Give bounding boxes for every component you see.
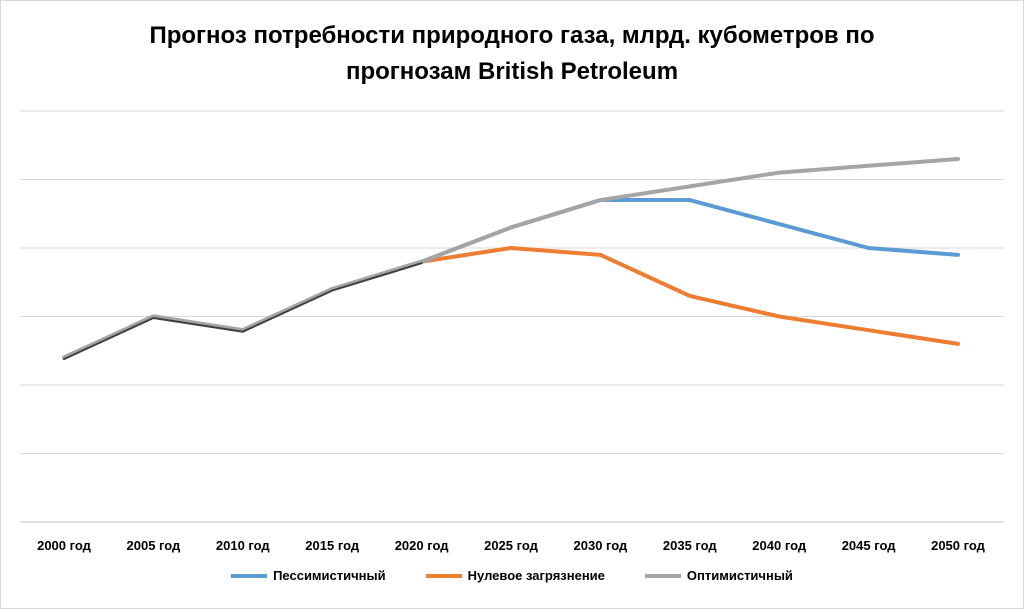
- chart-title-line-1: Прогноз потребности природного газа, млр…: [149, 22, 875, 49]
- legend-label-pessimistic: Пессимистичный: [273, 568, 386, 583]
- x-tick-label: 2010 год: [216, 538, 271, 553]
- x-tick-label: 2000 год: [37, 538, 92, 553]
- legend-swatch-pessimistic: [231, 573, 268, 578]
- legend-label-zero-pollution: Нулевое загрязнение: [467, 568, 605, 583]
- legend-item-zero-pollution[interactable]: Нулевое загрязнение: [425, 568, 605, 583]
- x-tick-label: 2035 год: [663, 538, 718, 553]
- legend-item-pessimistic[interactable]: Пессимистичный: [231, 568, 386, 583]
- legend-label-optimistic: Оптимистичный: [686, 568, 793, 583]
- series-line-pessimistic[interactable]: [62, 198, 960, 360]
- x-tick-label: 2030 год: [574, 538, 629, 553]
- legend-swatch-optimistic: [644, 573, 681, 578]
- series-line-history: [63, 262, 423, 361]
- x-tick-label: 2015 год: [305, 538, 360, 553]
- legend-item-optimistic[interactable]: Оптимистичный: [644, 568, 793, 583]
- x-tick-label: 2020 год: [395, 538, 450, 553]
- series-line-optimistic[interactable]: [62, 156, 960, 360]
- legend: Пессимистичный Нулевое загрязнение Оптим…: [0, 568, 1024, 583]
- x-tick-label: 2050 год: [931, 538, 986, 553]
- chart-title-line-2: прогнозам British Petroleum: [345, 58, 679, 85]
- series-line-zero-pollution[interactable]: [62, 246, 960, 360]
- x-tick-label: 2045 год: [842, 538, 897, 553]
- x-tick-label: 2025 год: [484, 538, 539, 553]
- x-tick-label: 2040 год: [752, 538, 807, 553]
- chart-title: Прогноз потребности природного газа, млр…: [0, 18, 1024, 90]
- legend-swatch-zero-pollution: [425, 573, 462, 578]
- x-tick-label: 2005 год: [127, 538, 182, 553]
